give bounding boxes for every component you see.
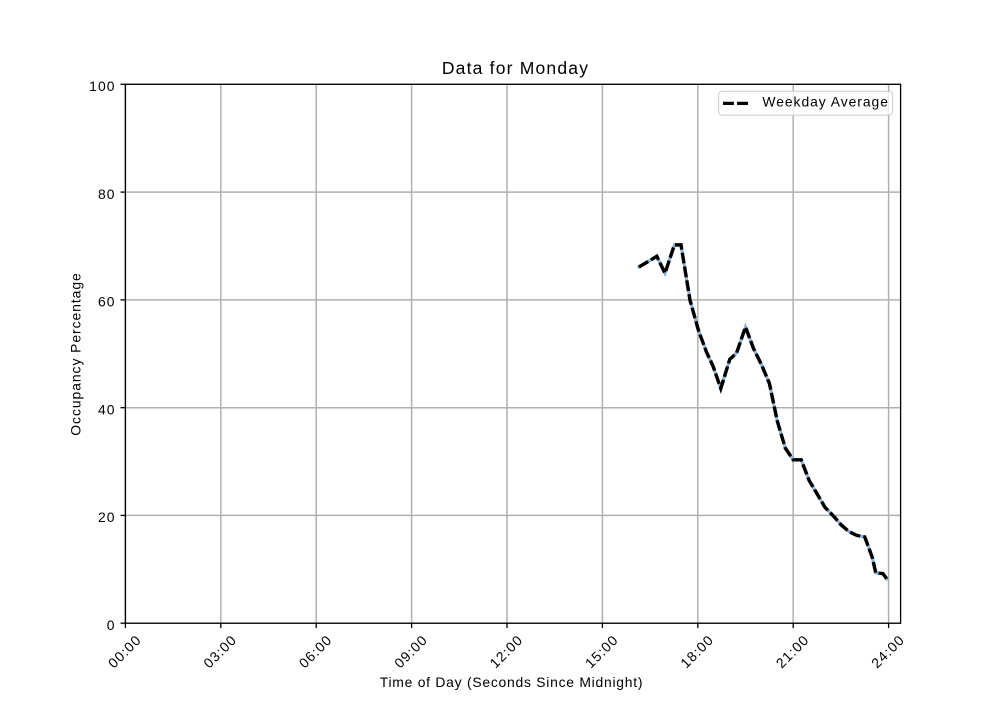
svg-text:Weekday Average: Weekday Average	[762, 94, 888, 110]
svg-text:60: 60	[98, 294, 116, 310]
svg-text:20: 20	[98, 509, 116, 525]
svg-text:Data for Monday: Data for Monday	[442, 58, 589, 78]
svg-text:40: 40	[98, 401, 116, 417]
svg-text:100: 100	[89, 78, 115, 94]
svg-text:Time of Day (Seconds Since Mid: Time of Day (Seconds Since Midnight)	[380, 674, 644, 690]
svg-text:0: 0	[107, 617, 116, 633]
svg-text:Occupancy Percentage: Occupancy Percentage	[68, 272, 84, 435]
svg-text:80: 80	[98, 186, 116, 202]
